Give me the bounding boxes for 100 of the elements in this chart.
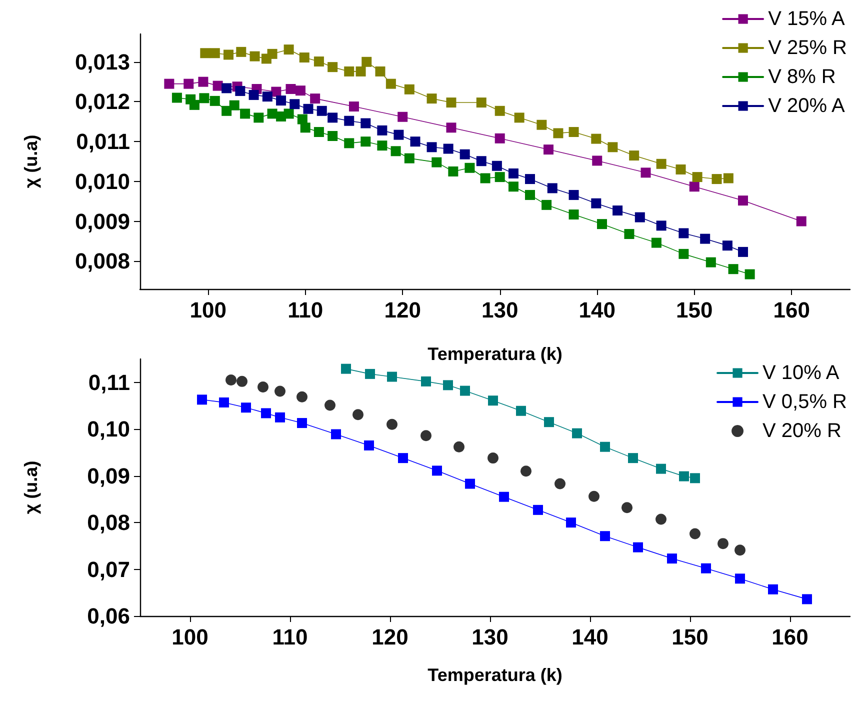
point [446, 98, 456, 108]
point [314, 56, 324, 66]
x-tick-label: 150 [676, 298, 713, 322]
point [465, 478, 475, 489]
point [365, 368, 375, 379]
point [488, 396, 498, 406]
point [700, 234, 710, 244]
point [460, 149, 470, 160]
point [622, 502, 632, 514]
point [276, 96, 286, 106]
point [525, 174, 536, 184]
point [236, 46, 246, 57]
point [236, 376, 248, 387]
point [254, 112, 264, 123]
point [356, 66, 366, 76]
point [476, 98, 486, 108]
x-tick-label: 130 [482, 298, 518, 322]
point [200, 48, 210, 58]
point [656, 514, 666, 525]
x-tick-label: 160 [773, 298, 810, 322]
point [492, 160, 502, 171]
point [690, 528, 700, 540]
point [344, 66, 354, 76]
point [443, 380, 453, 390]
x-tick-label: 140 [578, 298, 616, 322]
point [295, 86, 306, 96]
y-tick-label: 0,011 [76, 129, 130, 154]
legend-label: V 0,5% R [762, 391, 847, 413]
point [324, 400, 336, 411]
point [656, 464, 666, 474]
point [198, 76, 208, 87]
y-tick-label: 0,010 [74, 168, 130, 194]
point [735, 574, 745, 584]
point [189, 100, 200, 110]
x-tick-label: 100 [172, 624, 208, 650]
point [250, 51, 260, 62]
point [404, 153, 414, 164]
point [494, 133, 505, 144]
point [802, 594, 812, 604]
point [744, 269, 755, 280]
point [344, 138, 354, 148]
x-tick-label: 120 [384, 298, 421, 322]
legend-label: V 8% R [768, 66, 836, 88]
point [267, 48, 278, 59]
point [284, 44, 294, 55]
point [290, 99, 300, 110]
point [678, 248, 689, 259]
point [284, 108, 294, 119]
point [600, 442, 610, 452]
point [394, 130, 404, 140]
point [398, 112, 408, 122]
point [172, 92, 182, 103]
point [199, 93, 210, 104]
point [723, 173, 734, 184]
point [258, 382, 268, 393]
point [364, 440, 374, 450]
x-tick-label: 110 [272, 624, 308, 650]
point [386, 418, 398, 430]
point [634, 212, 645, 222]
point [387, 372, 397, 382]
point [421, 376, 431, 386]
point [446, 122, 456, 133]
point [588, 490, 600, 502]
point [525, 190, 536, 200]
legend-label: V 20% R [762, 420, 842, 442]
point [328, 62, 338, 72]
point [679, 471, 689, 482]
point [591, 198, 602, 208]
point [240, 108, 250, 119]
point [738, 246, 748, 257]
point [229, 100, 240, 110]
legend-label: V 25% R [768, 37, 848, 59]
point [296, 391, 308, 402]
point [310, 94, 320, 104]
point [566, 518, 576, 528]
point [184, 78, 194, 89]
point [386, 78, 396, 89]
point [768, 584, 778, 594]
x-tick-label: 100 [190, 298, 226, 322]
point [352, 409, 364, 420]
point [210, 48, 220, 58]
point [275, 412, 285, 422]
point [300, 122, 310, 133]
point [706, 257, 716, 268]
x-tick-label: 150 [672, 624, 708, 650]
point [297, 418, 307, 428]
point [612, 206, 623, 216]
point [328, 112, 338, 123]
point [692, 172, 702, 182]
point [728, 264, 738, 274]
point [592, 156, 602, 166]
point [390, 146, 401, 156]
point [460, 386, 470, 396]
legend-label: V 20% A [768, 95, 846, 117]
point [712, 174, 722, 184]
point [628, 453, 638, 464]
point [360, 136, 371, 147]
point [640, 168, 651, 178]
point [554, 478, 566, 490]
point [241, 402, 251, 413]
